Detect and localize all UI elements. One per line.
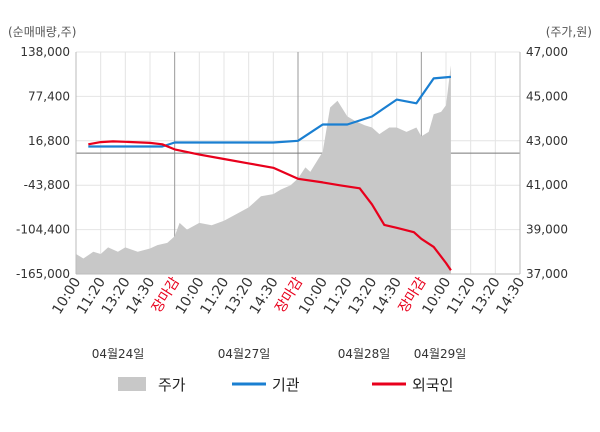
series-area-주가	[76, 65, 451, 274]
series-line-기관	[88, 75, 451, 148]
legend-label-주가: 주가	[158, 376, 186, 394]
series-line-외국인	[88, 140, 452, 271]
y-right-tick-label: 43,000	[526, 134, 568, 148]
legend-label-외국인: 외국인	[412, 376, 453, 394]
date-label: 04월29일	[414, 347, 467, 361]
axis-layer: 138,000 47,000 77,400 45,000 16,800 43,000 -43…	[16, 45, 568, 361]
y-right-tick-label: 37,000	[526, 267, 568, 281]
price-area-layer	[76, 65, 451, 274]
legend-label-기관: 기관	[272, 376, 300, 394]
left-axis-title: (순매매량,주)	[8, 25, 76, 39]
date-label: 04월24일	[92, 347, 145, 361]
date-label: 04월27일	[218, 347, 271, 361]
y-left-tick-label: -165,000	[16, 267, 70, 281]
legend: 주가 기관 외국인	[118, 376, 453, 394]
y-left-tick-label: -43,800	[24, 178, 70, 192]
y-left-tick-label: 16,800	[28, 134, 70, 148]
right-axis-title: (주가,원)	[546, 25, 592, 39]
y-right-tick-label: 47,000	[526, 45, 568, 59]
y-left-tick-label: 138,000	[20, 45, 70, 59]
legend-swatch-주가	[118, 377, 146, 391]
y-right-tick-label: 45,000	[526, 89, 568, 103]
legend-swatch-외국인	[372, 382, 406, 386]
y-left-tick-label: 77,400	[28, 89, 70, 103]
series-line-layer	[88, 75, 452, 271]
legend-swatch-기관	[232, 382, 266, 386]
y-right-tick-label: 39,000	[526, 223, 568, 237]
date-label: 04월28일	[338, 347, 391, 361]
y-right-tick-label: 41,000	[526, 178, 568, 192]
y-left-tick-label: -104,400	[16, 223, 70, 237]
